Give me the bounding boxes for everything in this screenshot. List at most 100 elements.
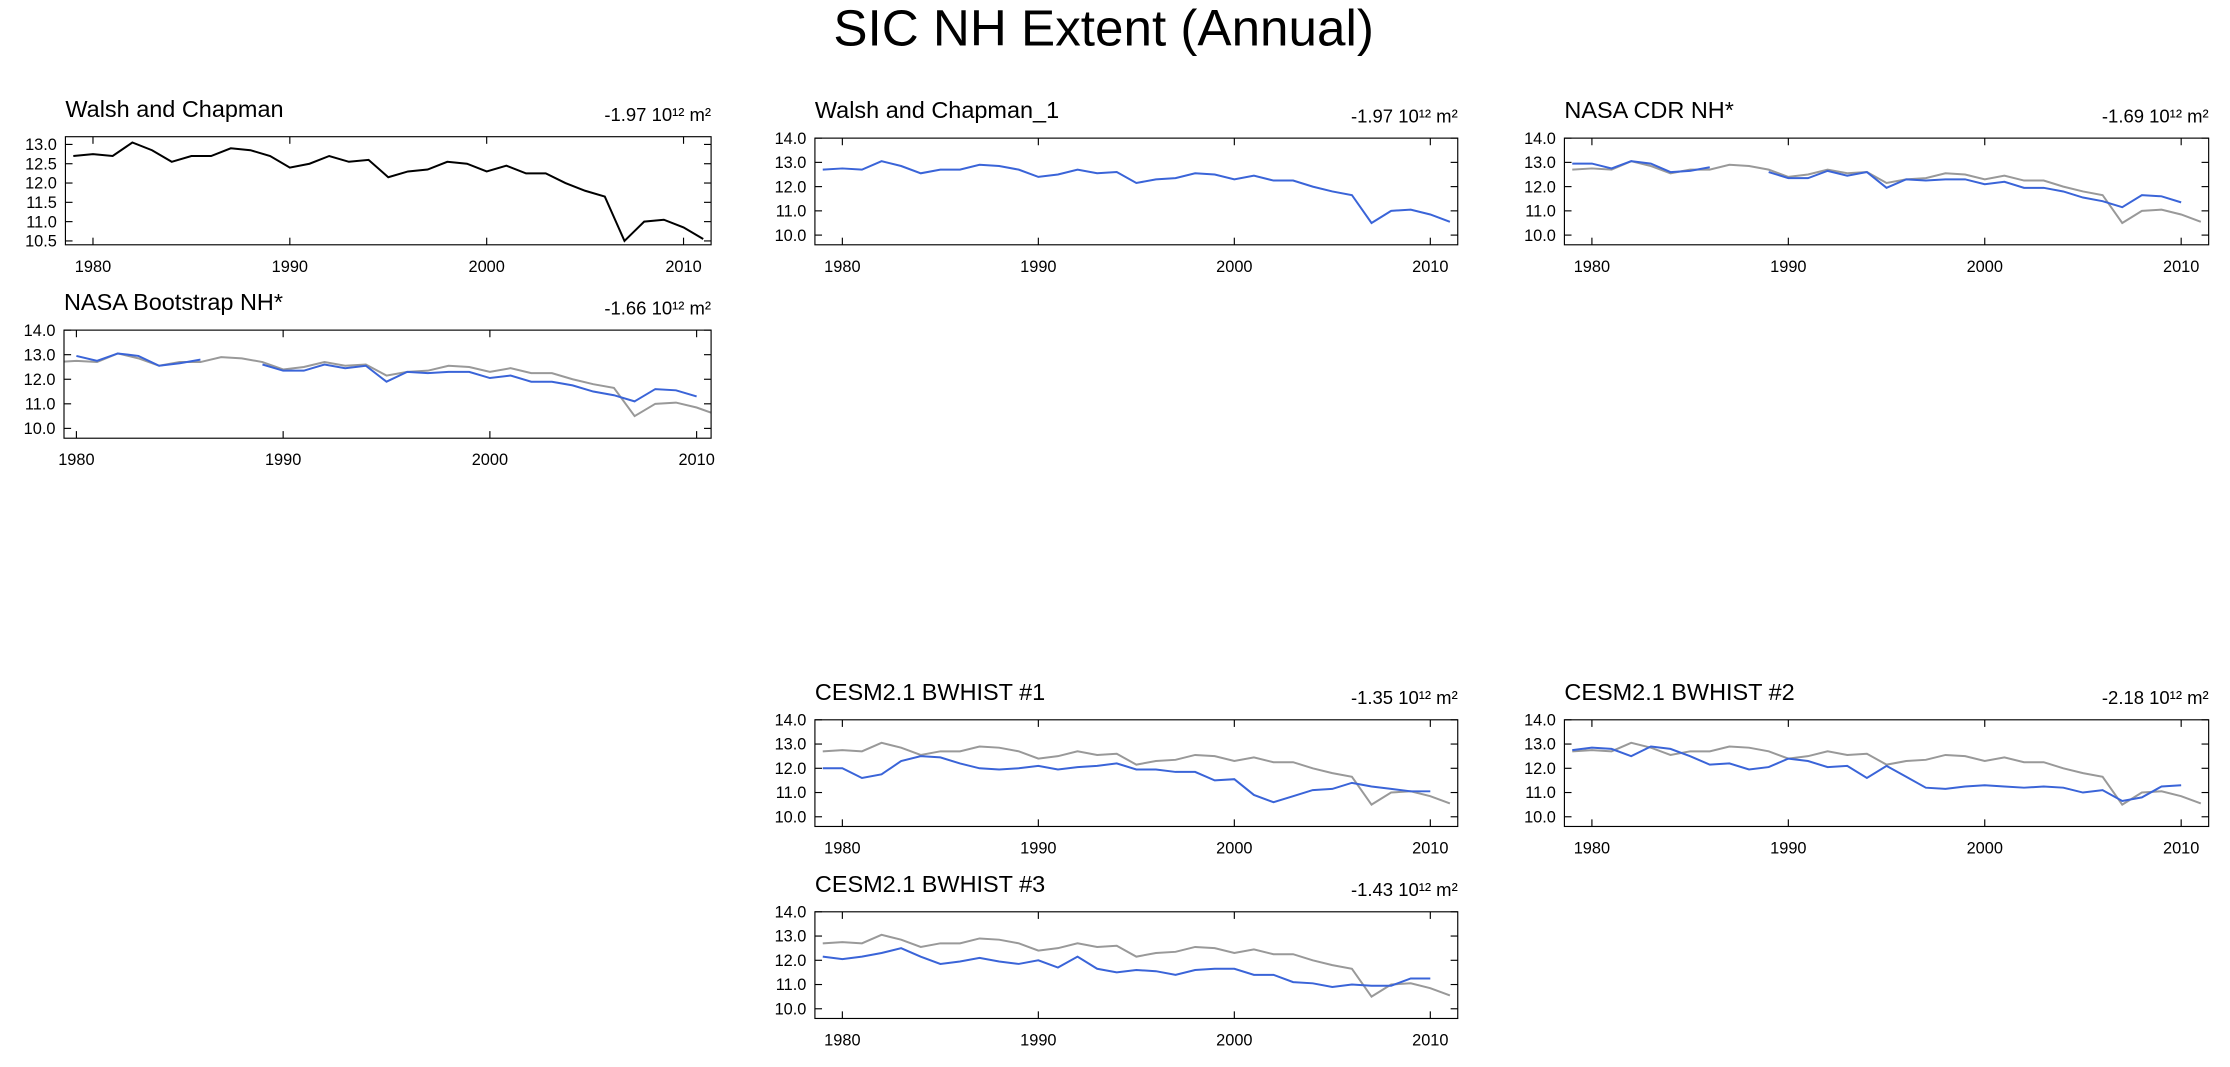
y-tick-label: 11.0 — [1525, 203, 1556, 221]
y-tick-label: 13.0 — [25, 136, 57, 154]
y-tick-label: 10.0 — [1524, 227, 1556, 245]
trend-label: -1.35 10¹² m² — [1351, 687, 1458, 708]
y-tick-label: 10.0 — [775, 808, 807, 826]
trend-label: -2.18 10¹² m² — [2102, 687, 2209, 708]
x-tick-label: 2000 — [469, 258, 505, 276]
y-tick-label: 12.0 — [1524, 760, 1556, 778]
y-tick-label: 10.0 — [775, 227, 807, 245]
x-tick-label: 2000 — [472, 451, 508, 469]
x-tick-label: 1980 — [824, 839, 860, 857]
y-tick-label: 10.0 — [24, 420, 56, 438]
y-tick-label: 12.5 — [25, 155, 57, 173]
y-tick-label: 11.0 — [776, 976, 807, 994]
panel: CESM2.1 BWHIST #1 -1.35 10¹² m² 10.0 11.0 12… — [775, 679, 1459, 857]
y-tick-label: 11.0 — [26, 213, 57, 231]
y-tick-label: 12.0 — [775, 178, 807, 196]
x-tick-label: 1990 — [1770, 258, 1806, 276]
x-tick-label: 2000 — [1216, 1031, 1252, 1049]
series-line — [822, 947, 1431, 988]
y-tick-label: 12.0 — [25, 175, 57, 193]
panel: NASA Bootstrap NH* -1.66 10¹² m² 10.0 11.0 1… — [24, 289, 715, 469]
plot-frame — [63, 329, 712, 439]
panel-title: NASA CDR NH* — [1564, 97, 1733, 123]
panel-title: CESM2.1 BWHIST #3 — [815, 871, 1045, 897]
panel-title: CESM2.1 BWHIST #1 — [815, 679, 1045, 705]
panel-title: CESM2.1 BWHIST #2 — [1564, 679, 1794, 705]
plot-frame — [1563, 137, 2210, 246]
x-tick-label: 1990 — [1770, 839, 1806, 857]
y-tick-label: 13.0 — [1524, 736, 1556, 754]
panel-title: Walsh and Chapman_1 — [815, 97, 1059, 123]
panel: CESM2.1 BWHIST #2 -2.18 10¹² m² 10.0 11.0 12… — [1524, 679, 2210, 857]
x-tick-label: 2010 — [678, 451, 714, 469]
y-tick-label: 10.0 — [1524, 808, 1556, 826]
y-tick-label: 12.0 — [775, 952, 807, 970]
y-tick-label: 13.0 — [775, 928, 807, 946]
plot-frame — [814, 719, 1459, 828]
y-tick-label: 13.0 — [775, 736, 807, 754]
series-line — [76, 352, 697, 403]
y-tick-label: 11.0 — [1525, 784, 1556, 802]
trend-label: -1.97 10¹² m² — [604, 104, 711, 125]
x-tick-label: 1980 — [58, 451, 94, 469]
y-tick-label: 12.0 — [1524, 178, 1556, 196]
plot-frame — [1563, 719, 2210, 828]
x-tick-label: 2000 — [1967, 258, 2003, 276]
y-tick-label: 11.5 — [26, 194, 57, 212]
trend-label: -1.66 10¹² m² — [604, 297, 711, 318]
x-tick-label: 1990 — [1020, 1031, 1056, 1049]
panel: Walsh and Chapman_1 -1.97 10¹² m² 10.0 11.0… — [775, 97, 1459, 276]
y-tick-label: 13.0 — [1524, 154, 1556, 172]
panel: NASA CDR NH* -1.69 10¹² m² 10.0 11.0 12.0 13.… — [1524, 97, 2210, 276]
x-tick-label: 1990 — [272, 258, 308, 276]
series-line — [822, 755, 1431, 804]
panel: CESM2.1 BWHIST #3 -1.43 10¹² m² 10.0 11.0 12… — [775, 871, 1459, 1049]
x-tick-label: 1990 — [265, 451, 301, 469]
series-line — [822, 160, 1451, 225]
y-tick-label: 10.5 — [25, 233, 57, 251]
series-line — [1572, 160, 2182, 209]
y-tick-label: 10.0 — [775, 1000, 807, 1018]
series-line — [822, 741, 1451, 806]
y-tick-label: 11.0 — [25, 396, 56, 414]
x-tick-label: 1980 — [1574, 258, 1610, 276]
x-tick-label: 1980 — [1574, 839, 1610, 857]
panel: Walsh and Chapman -1.97 10¹² m² 10.5 11.011… — [25, 96, 712, 276]
x-tick-label: 1990 — [1020, 258, 1056, 276]
y-tick-label: 11.0 — [776, 784, 807, 802]
y-tick-label: 13.0 — [24, 346, 56, 364]
x-tick-label: 2000 — [1216, 258, 1252, 276]
x-tick-label: 2000 — [1967, 839, 2003, 857]
y-tick-label: 14.0 — [24, 322, 56, 340]
figure-title: SIC NH Extent (Annual) — [833, 0, 1374, 57]
x-tick-label: 2000 — [1216, 839, 1252, 857]
x-tick-label: 1980 — [824, 258, 860, 276]
panel-title: NASA Bootstrap NH* — [64, 289, 283, 315]
trend-label: -1.69 10¹² m² — [2102, 105, 2209, 126]
series-line — [1572, 741, 2202, 806]
y-tick-label: 13.0 — [775, 154, 807, 172]
y-tick-label: 12.0 — [775, 760, 807, 778]
x-tick-label: 2010 — [1412, 258, 1448, 276]
x-tick-label: 2010 — [665, 258, 701, 276]
y-tick-label: 11.0 — [776, 203, 807, 221]
x-tick-label: 2010 — [1412, 1031, 1448, 1049]
series-line — [1572, 745, 2182, 803]
series-line — [822, 933, 1451, 998]
y-tick-label: 12.0 — [24, 371, 56, 389]
y-tick-label: 14.0 — [775, 130, 807, 148]
plot-frame — [64, 136, 712, 246]
x-tick-label: 1980 — [824, 1031, 860, 1049]
x-tick-label: 2010 — [2163, 258, 2199, 276]
y-tick-label: 14.0 — [775, 711, 807, 729]
x-tick-label: 1990 — [1020, 839, 1056, 857]
plot-frame — [814, 137, 1459, 246]
x-tick-label: 2010 — [1412, 839, 1448, 857]
panel-title: Walsh and Chapman — [65, 96, 283, 122]
y-tick-label: 14.0 — [1524, 711, 1556, 729]
x-tick-label: 2010 — [2163, 839, 2199, 857]
x-tick-label: 1980 — [75, 258, 111, 276]
series-line — [73, 141, 704, 243]
